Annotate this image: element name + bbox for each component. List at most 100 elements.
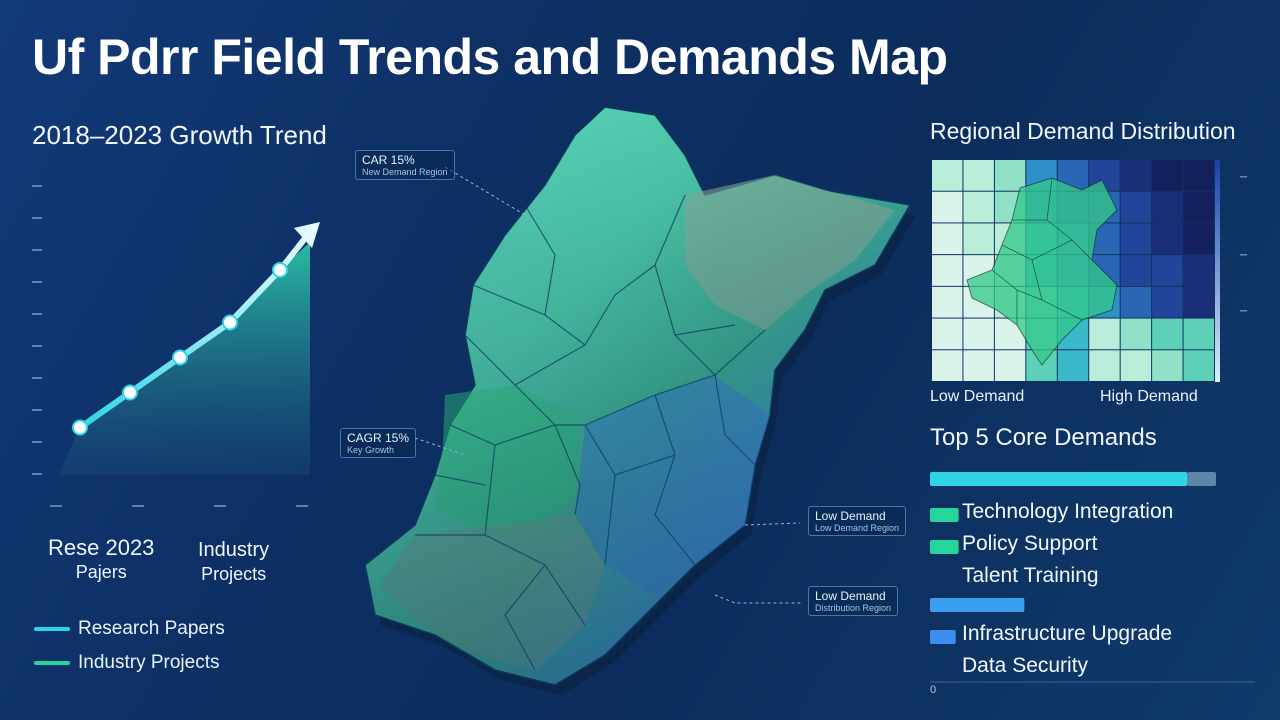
trend-axis [32,185,308,507]
metric-a-sub: Pajers [75,562,127,582]
heatmap-cell [1089,350,1120,381]
trend-arrow-head [294,222,320,248]
trend-point-2019 [122,384,138,401]
heatmap-cell [1089,318,1120,350]
heatmap-title: Regional Demand Distribution [930,118,1236,144]
callout-leaders [414,166,803,604]
callout-label: Low Demand [815,589,886,603]
y-axis-tick [32,185,42,187]
heatmap-cell [1183,350,1214,381]
trend-point-2022 [272,262,288,278]
heatmap-cell [932,286,963,318]
heatmap-cell [963,350,994,381]
bar-5 [930,630,956,644]
heatmap-cell [1152,350,1183,381]
callout-label: CAR 15% [362,153,415,167]
heatmap-cell [1152,223,1183,255]
y-axis-tick [32,441,42,443]
callout-label: Low Demand [815,509,886,523]
trend-line-research-papers [77,229,313,431]
bar-label-2: Policy Support [962,532,1098,555]
bars-axis-zero: 0 [930,684,937,696]
legend-label: Research Papers [78,618,225,639]
callout-sub: Key Growth [347,445,395,455]
heatmap-cell [994,160,1026,191]
trend-point-2020 [172,349,188,366]
heatmap-cell [1183,286,1214,318]
heatmap-low-label: Low Demand [930,388,1025,405]
trend-point-2021 [222,314,238,331]
scale-tick: ─ [1240,306,1248,317]
map-callout-3: Low Demand Low Demand Region [808,506,907,536]
bar-4 [930,598,1025,612]
heatmap-scale-bar [1215,160,1220,382]
heatmap-cell [1120,160,1152,191]
metric-b-sub: Projects [201,564,267,584]
bar-label-1: Technology Integration [962,500,1174,523]
heatmap-cell [1120,350,1152,381]
map-callout-1: CAR 15% New Demand Region [355,150,455,180]
heatmap-cell [1057,350,1089,381]
scale-tick: ─ [1240,172,1248,183]
y-axis-tick [32,473,42,475]
heatmap-cell [1152,255,1183,286]
y-axis-tick [32,217,42,219]
heatmap-cell [1120,286,1152,318]
heatmap-cell [963,191,994,223]
heatmap-cell [1120,255,1152,286]
bar-label-3: Talent Training [962,564,1099,587]
heatmap-cell [1120,318,1152,350]
y-axis-tick [32,249,42,251]
metric-a: Rese 2023 Pajers [48,536,154,584]
heatmap-cell [1152,191,1183,223]
callout-sub: Low Demand Region [815,523,900,533]
heatmap-cell [963,223,994,255]
bar-track [1187,472,1216,486]
heatmap-cell [932,223,963,255]
bar-label-5: Data Security [962,654,1089,677]
heatmap-mini-map [966,177,1118,366]
bar-label-4: Infrastructure Upgrade [962,622,1173,645]
x-axis-tick [296,505,308,507]
bar-3 [930,540,959,554]
heatmap-cell [1183,318,1214,350]
heatmap-cell [1152,318,1183,350]
heatmap-svg [932,160,1220,382]
heatmap-cell [932,255,963,286]
trend-point-2018 [72,419,88,436]
heatmap-cell [963,160,994,191]
metric-b-label: Industry [198,539,270,561]
heatmap-cell [1120,191,1152,223]
heatmap-cell [932,318,963,350]
heatmap-cell [1152,160,1183,191]
x-axis-tick [214,505,226,507]
legend-item-industry-projects: Industry Projects [34,652,220,674]
scale-tick: ─ [1240,250,1248,261]
legend-swatch-cyan [34,627,70,631]
heatmap-cell [1183,223,1214,255]
x-axis-tick [132,505,144,507]
y-axis-tick [32,377,42,379]
legend-item-research-papers: Research Papers [34,618,225,640]
callout-label: CAGR 15% [347,431,410,445]
heatmap-cell [1183,255,1214,286]
growth-trend-chart [32,185,320,507]
regional-map [364,106,915,695]
heatmap-cell [932,160,963,191]
bars-title: Top 5 Core Demands [930,424,1157,451]
page-title: Uf Pdrr Field Trends and Demands Map [32,29,948,85]
legend-label: Industry Projects [78,652,220,673]
callout-sub: Distribution Region [815,603,892,613]
heatmap-cell [932,191,963,223]
map-region-borders [415,194,766,671]
y-axis-tick [32,281,42,283]
callout-sub: New Demand Region [362,167,448,177]
top-demands-bar-chart [930,472,1255,683]
map-callout-4: Low Demand Distribution Region [808,586,899,616]
y-axis-tick [32,345,42,347]
metric-a-label: Rese 2023 [48,535,155,560]
y-axis-tick [32,313,42,315]
heatmap-cell [932,350,963,381]
heatmap-high-label: High Demand [1100,388,1198,405]
heatmap [932,160,1220,382]
